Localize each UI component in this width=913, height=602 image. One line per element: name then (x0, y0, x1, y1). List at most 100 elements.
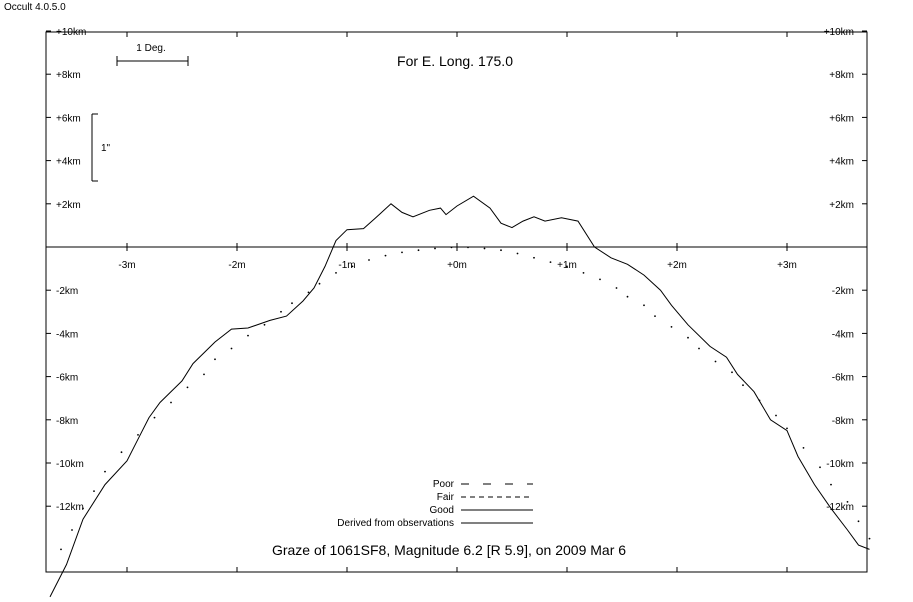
series-point-1 (786, 427, 788, 430)
series-point-1 (214, 358, 216, 361)
series-point-1 (186, 386, 189, 389)
y-tick-label-left: +6km (56, 113, 81, 124)
series-point-1 (714, 360, 717, 363)
degree-scale-bar: 1 Deg. (116, 43, 189, 66)
series-point-1 (263, 323, 266, 326)
series-line-0 (49, 195, 870, 598)
series-point-1 (819, 466, 821, 469)
app-version-label: Occult 4.0.5.0 (4, 2, 66, 13)
series-point-1 (120, 451, 123, 454)
series-point-1 (203, 373, 205, 376)
series-point-1 (582, 272, 585, 274)
legend-label: Poor (433, 479, 455, 490)
series-point-1 (830, 483, 832, 486)
arcsec-scale-bar: 1" (91, 113, 111, 182)
y-tick-label-right: +10km (824, 27, 854, 38)
series-point-1 (137, 434, 139, 436)
series-point-1 (802, 447, 805, 449)
series-point-1 (417, 249, 420, 252)
series-point-1 (599, 278, 601, 281)
y-tick-label-left: -2km (56, 286, 78, 297)
series-point-1 (230, 347, 233, 350)
series-point-1 (687, 336, 689, 339)
series-point-1 (742, 384, 744, 387)
series-point-1 (318, 282, 321, 285)
legend-label: Fair (437, 492, 455, 503)
y-axis-ticks: +10km +10km +8km +8km +6km +6km +4km +4km +2km +2… (46, 27, 867, 513)
series-point-1 (857, 520, 860, 523)
series-point-1 (351, 265, 354, 268)
y-tick-label-right: -4km (832, 329, 854, 340)
y-tick-label-right: -12km (826, 502, 854, 513)
x-tick-label: +3m (777, 260, 797, 271)
series-point-1 (846, 501, 849, 503)
series-point-1 (775, 414, 777, 417)
y-tick-label-left: -6km (56, 373, 78, 384)
series-point-1 (467, 246, 469, 249)
series-point-1 (549, 261, 552, 263)
legend-label: Derived from observations (337, 518, 454, 529)
x-tick-label: -1m (338, 260, 355, 271)
x-tick-label: -3m (118, 260, 135, 271)
x-tick-label: +2m (667, 260, 687, 271)
series-point-1 (654, 315, 656, 317)
series-point-1 (104, 470, 106, 473)
series-point-1 (450, 246, 453, 249)
y-tick-label-right: -10km (826, 459, 854, 470)
series-point-1 (670, 326, 673, 328)
y-tick-label-left: +8km (56, 70, 81, 81)
series-point-1 (566, 265, 568, 268)
y-tick-label-right: +4km (829, 157, 854, 168)
series-point-1 (307, 291, 310, 294)
series-point-1 (401, 251, 403, 254)
y-tick-label-left: -12km (56, 502, 84, 513)
series-point-1 (533, 256, 535, 259)
series-point-1 (758, 399, 761, 402)
chart-caption: Graze of 1061SF8, Magnitude 6.2 [R 5.9],… (272, 542, 626, 558)
series-point-1 (434, 247, 436, 250)
y-tick-label-left: +2km (56, 200, 81, 211)
series-layer (49, 195, 871, 598)
degree-scale-label: 1 Deg. (136, 43, 165, 54)
series-point-1 (615, 287, 618, 289)
x-tick-label: -2m (228, 260, 245, 271)
series-point-1 (643, 304, 645, 307)
series-point-1 (93, 490, 95, 492)
y-tick-label-left: -10km (56, 459, 84, 470)
y-tick-label-right: -2km (832, 286, 854, 297)
series-point-1 (626, 295, 629, 298)
series-point-1 (335, 272, 337, 274)
x-axis-ticks: -3m-2m-1m+0m+1m+2m+3m (118, 32, 797, 572)
series-point-1 (868, 537, 871, 540)
series-point-1 (516, 252, 519, 255)
y-tick-label-right: -6km (832, 373, 854, 384)
series-point-1 (60, 548, 62, 551)
y-tick-label-right: +2km (829, 200, 854, 211)
series-point-1 (500, 249, 502, 252)
arcsec-scale-label: 1" (101, 143, 111, 154)
y-tick-label-right: +8km (829, 70, 854, 81)
series-point-1 (384, 254, 387, 257)
y-tick-label-left: +10km (56, 27, 86, 38)
chart-legend: Poor Fair Good Derived from observations (337, 479, 533, 529)
chart-frame (45, 31, 868, 573)
y-tick-label-right: +6km (829, 113, 854, 124)
series-point-1 (247, 334, 249, 337)
x-tick-label: +0m (447, 260, 467, 271)
series-point-1 (280, 310, 282, 313)
y-tick-label-right: -8km (832, 416, 854, 427)
series-point-1 (291, 302, 293, 305)
series-point-1 (71, 529, 73, 531)
series-point-1 (368, 259, 370, 261)
y-tick-label-left: -8km (56, 416, 78, 427)
series-point-1 (82, 507, 84, 510)
series-point-1 (731, 371, 733, 374)
series-point-1 (483, 247, 486, 250)
y-tick-label-left: -4km (56, 329, 78, 340)
legend-label: Good (430, 505, 454, 516)
plot-border (45, 31, 868, 573)
series-point-1 (153, 416, 156, 419)
series-point-1 (698, 347, 700, 350)
chart-title: For E. Long. 175.0 (397, 53, 513, 69)
